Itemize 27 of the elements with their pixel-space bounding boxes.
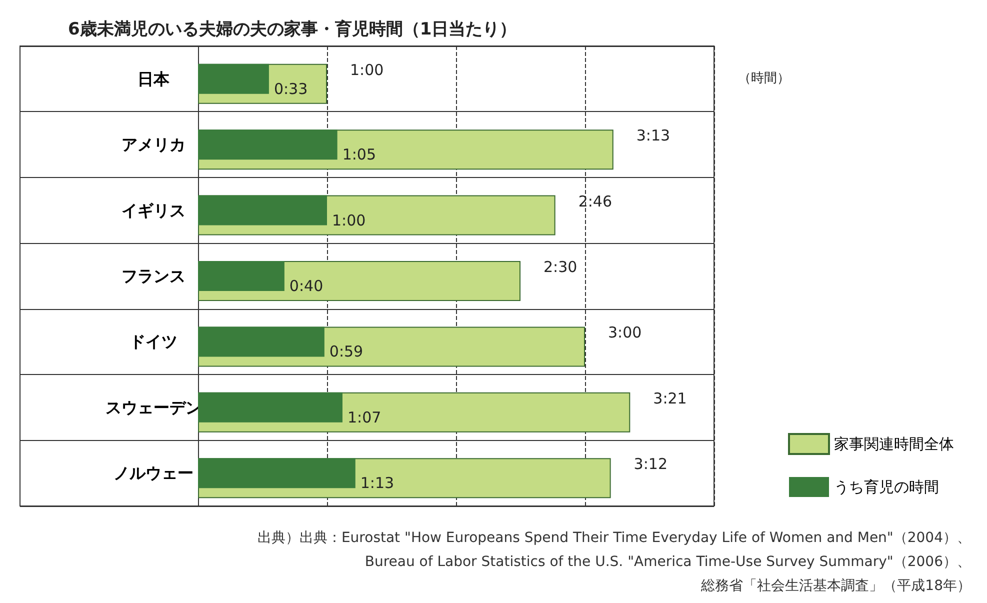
- y-tick-label: アメリカ: [122, 135, 186, 154]
- data-label: 3:13: [636, 126, 670, 145]
- y-tick-label: ノルウェー: [114, 464, 194, 483]
- data-label: 3:21: [653, 389, 687, 408]
- y-tick-label: ドイツ: [130, 332, 178, 352]
- data-label: 0:40: [289, 277, 324, 295]
- legend-label: うち育児の時間: [834, 478, 939, 496]
- data-label: 2:30: [544, 258, 578, 276]
- data-label: 1:13: [360, 474, 394, 492]
- text: Bureau of Labor Statistics of the U.S. "America Time-Use Survey Summary"（2006）、: [364, 554, 971, 570]
- data-label: 1:00: [350, 60, 384, 79]
- data-label: 0:33: [274, 80, 308, 98]
- data-label: 2:46: [578, 192, 612, 210]
- text: （時間）: [738, 71, 790, 86]
- data-label: 0:59: [329, 342, 364, 361]
- data-label: 3:00: [608, 324, 642, 342]
- chart-title: 6歳未満児のいる夫婦の夫の家事・育児時間（1日当たり）: [68, 18, 517, 40]
- y-tick-label: フランス: [122, 266, 186, 286]
- data-label: 1:00: [332, 211, 366, 230]
- data-label: 1:05: [342, 146, 376, 164]
- data-label: 3:12: [634, 455, 668, 474]
- y-tick-label: 日本: [138, 69, 170, 88]
- data-label: 1:07: [347, 408, 382, 426]
- source-note: 出典）出典：Eurostat "How Europeans Spend Their Time Everyday Life of Women and Men"（2004）、: [257, 530, 972, 546]
- y-tick-label: イギリス: [122, 200, 186, 220]
- legend-label: 家事関連時間全体: [834, 435, 954, 453]
- text: 総務省「社会生活基本調査」（平成18年）: [700, 578, 972, 594]
